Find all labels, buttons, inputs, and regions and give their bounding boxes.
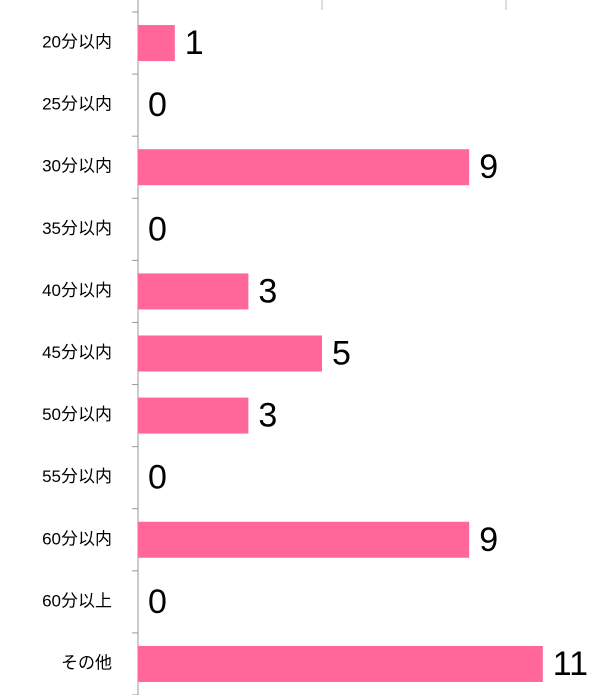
- y-tick-label: 60分以上: [42, 591, 112, 610]
- y-tick-label: 35分以内: [42, 219, 112, 238]
- value-label: 9: [479, 148, 498, 186]
- value-label: 0: [148, 86, 167, 124]
- y-tick-label: 55分以内: [42, 467, 112, 486]
- bar: [138, 335, 322, 372]
- y-tick-label: 25分以内: [42, 95, 112, 114]
- y-tick-label: 60分以内: [42, 529, 112, 548]
- value-label: 9: [479, 521, 498, 559]
- y-tick-label: その他: [61, 653, 112, 672]
- bar: [138, 25, 175, 62]
- bar: [138, 273, 249, 310]
- y-tick-label: 45分以内: [42, 343, 112, 362]
- value-label: 11: [553, 645, 588, 683]
- value-label: 3: [258, 397, 277, 435]
- value-label: 1: [185, 24, 204, 62]
- y-tick-label: 20分以内: [42, 33, 112, 52]
- value-label: 3: [258, 272, 277, 310]
- y-tick-label: 50分以内: [42, 405, 112, 424]
- value-label: 0: [148, 459, 167, 497]
- value-label: 0: [148, 583, 167, 621]
- bar: [138, 521, 470, 558]
- value-label: 5: [332, 334, 351, 372]
- y-tick-label: 30分以内: [42, 157, 112, 176]
- bar: [138, 397, 249, 434]
- y-tick-label: 40分以内: [42, 281, 112, 300]
- bar: [138, 645, 543, 682]
- bar: [138, 149, 470, 186]
- value-label: 0: [148, 210, 167, 248]
